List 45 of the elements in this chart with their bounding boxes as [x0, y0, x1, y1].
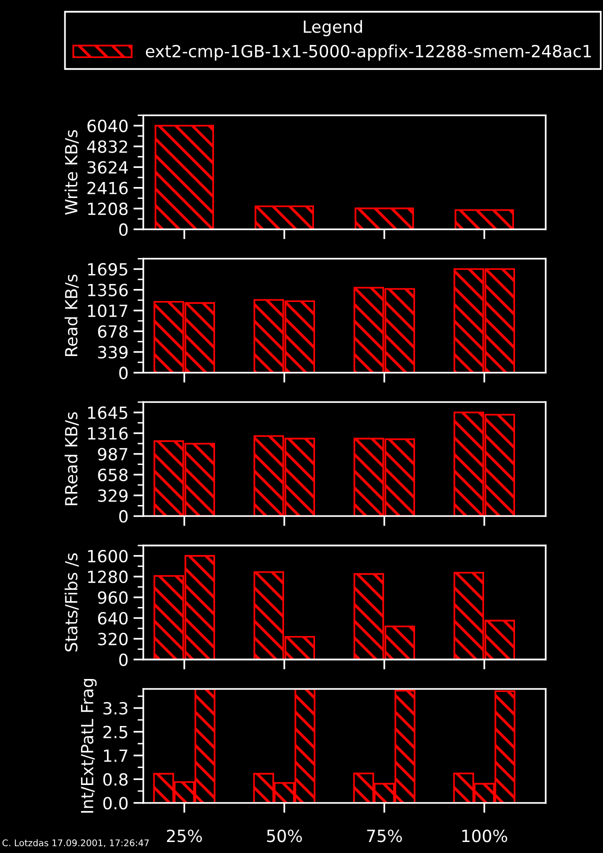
y-axis-title: RRead KB/s	[64, 412, 79, 506]
y-tick-label: 339	[98, 346, 128, 359]
y-tick-label: 3624	[88, 161, 128, 174]
y-tick-label: 658	[98, 468, 128, 482]
y-axis-title: Int/Ext/PatL Frag	[81, 679, 97, 813]
y-tick-label: 0.0	[103, 796, 128, 810]
y-tick-label: 3.3	[103, 702, 128, 715]
y-tick-label: 6040	[87, 120, 128, 132]
y-tick-label: 0	[119, 223, 128, 236]
y-tick-label: 0.8	[103, 773, 128, 786]
y-tick-label: 0	[119, 653, 128, 666]
x-tick-label: 75%	[367, 830, 402, 842]
legend-title: Legend	[304, 20, 362, 36]
y-tick-label: 1645	[88, 406, 128, 420]
y-axis-title: Read KB/s	[64, 274, 79, 356]
bar	[254, 205, 314, 230]
y-tick-label: 960	[98, 591, 128, 604]
y-tick-label: 0	[119, 510, 128, 523]
y-tick-label: 1695	[88, 263, 128, 276]
y-axis-title: Stats/Fibs /s	[64, 553, 79, 652]
y-tick-label: 1.7	[104, 750, 128, 762]
bar	[154, 124, 214, 230]
y-tick-label: 320	[98, 632, 128, 646]
y-tick-label: 0	[119, 366, 128, 380]
x-tick-label: 50%	[267, 830, 302, 842]
y-tick-label: 987	[98, 448, 128, 460]
bar	[454, 209, 514, 230]
y-tick-label: 640	[98, 612, 128, 625]
y-tick-label: 2416	[88, 182, 128, 194]
y-tick-label: 678	[98, 325, 128, 338]
text: C. Lotzdas 17.09.2001, 17:26:47	[2, 839, 149, 848]
y-tick-label: 4832	[87, 140, 128, 153]
x-tick-label: 25%	[167, 830, 202, 842]
y-tick-label: 1316	[88, 427, 128, 440]
y-tick-label: 329	[98, 489, 128, 502]
y-axis-title: Write KB/s	[64, 130, 79, 215]
y-tick-label: 1280	[88, 570, 128, 584]
bar	[354, 208, 414, 230]
y-tick-label: 1600	[88, 550, 128, 562]
y-tick-label: 2.5	[103, 726, 128, 738]
y-tick-label: 1356	[88, 284, 128, 296]
legend-label: ext2-cmp-1GB-1x1-5000-appfix-12288-smem-248ac1	[146, 44, 591, 61]
y-tick-label: 1017	[88, 304, 128, 318]
y-tick-label: 1208	[88, 202, 128, 216]
x-tick-label: 100%	[462, 830, 508, 842]
